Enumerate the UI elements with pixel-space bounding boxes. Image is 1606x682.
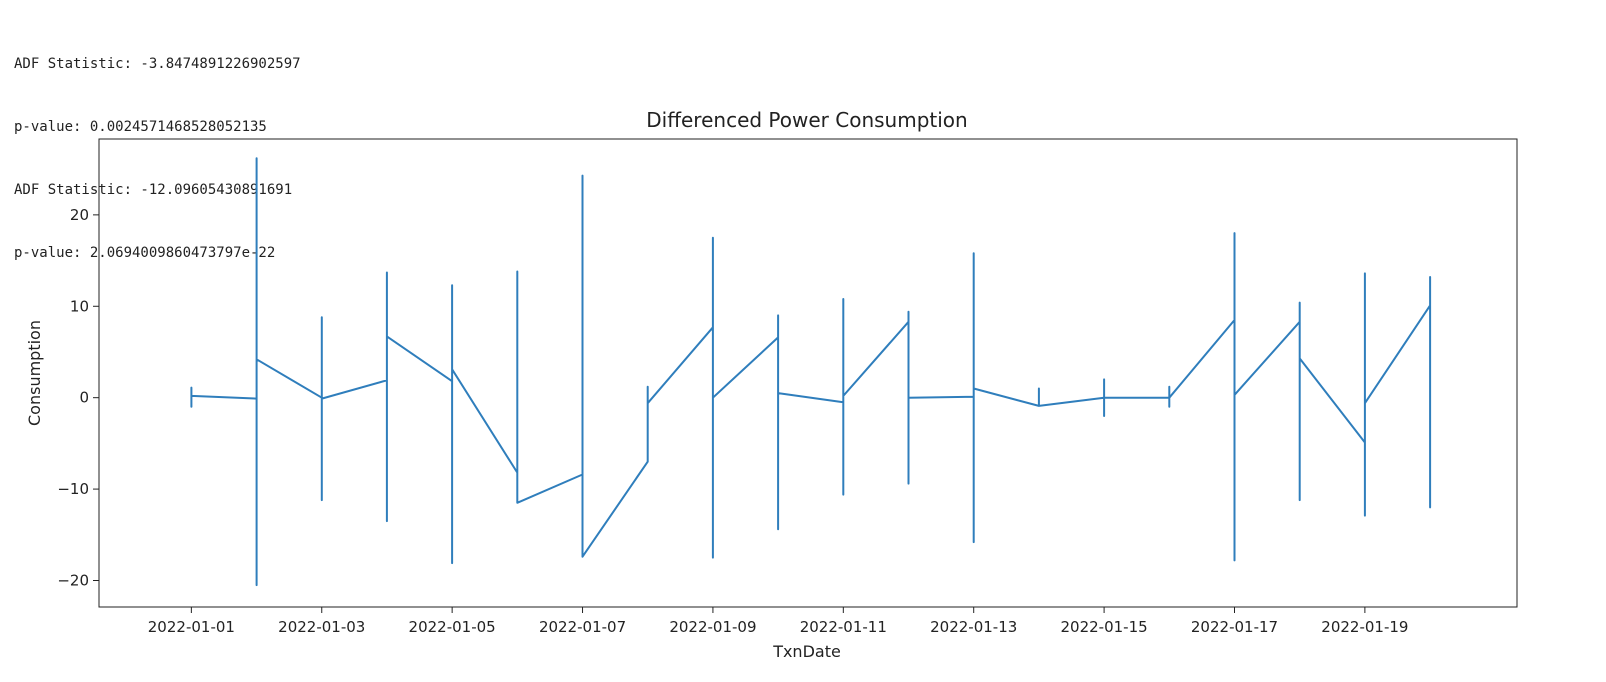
x-tick-label: 2022-01-19 xyxy=(1321,618,1408,636)
x-tick-label: 2022-01-07 xyxy=(539,618,626,636)
x-axis-label: TxnDate xyxy=(772,642,841,661)
plot-area xyxy=(98,138,1518,608)
x-tick-label: 2022-01-17 xyxy=(1191,618,1278,636)
y-tick-label: −10 xyxy=(57,480,89,498)
y-tick-label: 20 xyxy=(70,206,89,224)
adf-statistic-line-2: ADF Statistic: -12.09605430891691 xyxy=(14,182,293,198)
x-tick-label: 2022-01-03 xyxy=(278,618,365,636)
x-tick-label: 2022-01-13 xyxy=(930,618,1017,636)
p-value-line-1: p-value: 0.0024571468528052135 xyxy=(14,119,267,135)
x-tick-label: 2022-01-15 xyxy=(1061,618,1148,636)
p-value-line-2: p-value: 2.0694009860473797e-22 xyxy=(14,245,276,261)
y-tick-label: 0 xyxy=(79,389,89,407)
y-axis: −20 −10 0 10 20 xyxy=(57,206,99,589)
x-axis: 2022-01-01 2022-01-03 2022-01-05 2022-01-07… xyxy=(148,607,1408,636)
y-axis-label: Consumption xyxy=(25,320,44,426)
series-line xyxy=(190,157,1432,587)
chart-title: Differenced Power Consumption xyxy=(646,108,967,132)
console-output: ADF Statistic: -3.8474891226902597 p-val… xyxy=(14,12,301,285)
adf-statistic-line-1: ADF Statistic: -3.8474891226902597 xyxy=(14,56,301,72)
y-tick-label: −20 xyxy=(57,571,89,589)
x-tick-label: 2022-01-05 xyxy=(409,618,496,636)
x-tick-label: 2022-01-11 xyxy=(800,618,887,636)
x-tick-label: 2022-01-09 xyxy=(669,618,756,636)
x-tick-label: 2022-01-01 xyxy=(148,618,235,636)
y-tick-label: 10 xyxy=(70,297,89,315)
